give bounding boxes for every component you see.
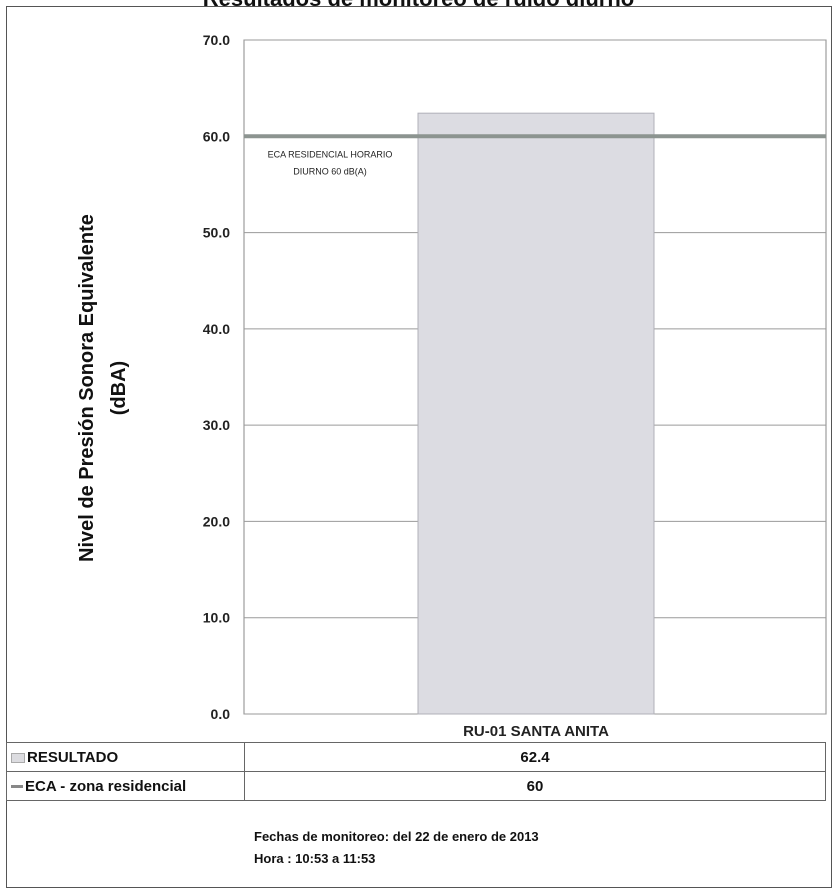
y-tick-label: 10.0	[203, 610, 230, 626]
y-tick-label: 30.0	[203, 417, 230, 433]
legend-label-resultado: RESULTADO	[27, 748, 119, 766]
value-cell-resultado: 62.4	[244, 742, 826, 772]
legend-cell-eca: ECA - zona residencial	[6, 771, 245, 801]
eca-annotation-line1: ECA RESIDENCIAL HORARIO	[268, 149, 393, 159]
x-category-label: RU-01 SANTA ANITA	[463, 723, 609, 740]
monitoring-dates: Fechas de monitoreo: del 22 de enero de …	[254, 829, 539, 844]
legend-label-eca: ECA - zona residencial	[25, 777, 187, 795]
data-table: RESULTADO 62.4 ECA - zona residencial 60	[6, 742, 826, 801]
y-tick-label: 0.0	[211, 706, 231, 722]
table-row-resultado: RESULTADO 62.4	[6, 742, 826, 772]
chart-frame	[6, 6, 832, 888]
chart-title: Resultados de monitoreo de ruido diurno	[0, 0, 837, 12]
monitoring-hours: Hora : 10:53 a 11:53	[254, 851, 376, 866]
monitoring-info: Fechas de monitoreo: del 22 de enero de …	[254, 826, 539, 870]
y-tick-label: 50.0	[203, 225, 230, 241]
bar-swatch-icon	[11, 752, 25, 763]
eca-annotation-line2: DIURNO 60 dB(A)	[293, 166, 367, 176]
y-tick-label: 60.0	[203, 128, 230, 144]
bar	[417, 112, 655, 715]
y-tick-label: 70.0	[203, 32, 230, 48]
y-tick-label: 20.0	[203, 513, 230, 529]
bar-chart-plot: 0.0 10.0 20.0 30.0 40.0 50.0 60.0 70.0 RU-01 SAN…	[203, 32, 827, 740]
y-tick-label: 40.0	[203, 321, 230, 337]
legend-cell-resultado: RESULTADO	[6, 742, 245, 772]
value-cell-eca: 60	[244, 771, 826, 801]
table-row-eca: ECA - zona residencial 60	[6, 771, 826, 801]
line-swatch-icon	[11, 785, 23, 789]
